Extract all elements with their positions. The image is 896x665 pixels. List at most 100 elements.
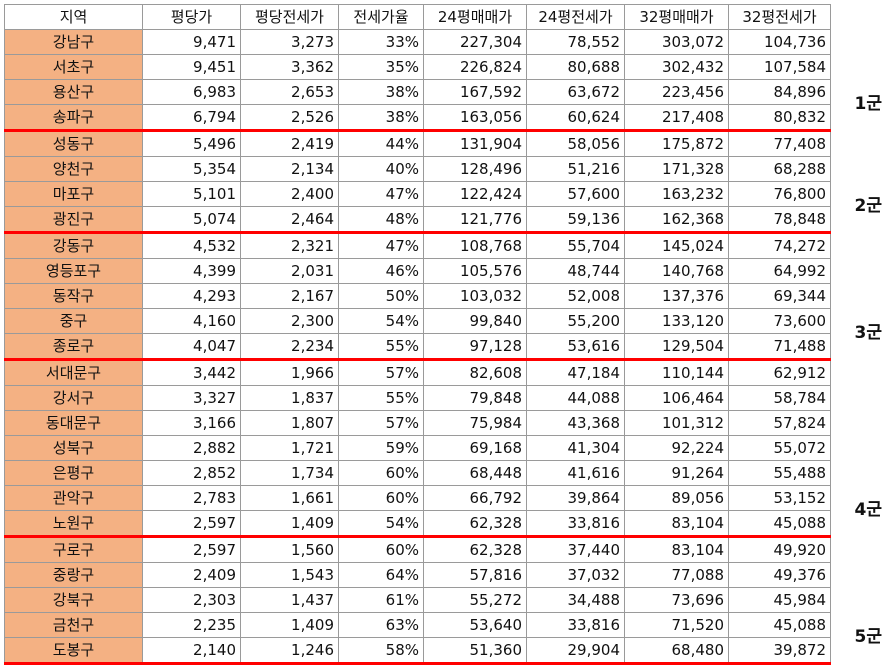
value-cell[interactable]: 46% — [338, 258, 424, 284]
value-cell[interactable]: 77,088 — [624, 562, 729, 588]
value-cell[interactable]: 54% — [338, 308, 424, 334]
value-cell[interactable]: 55,072 — [728, 435, 831, 461]
value-cell[interactable]: 1,734 — [240, 460, 339, 486]
value-cell[interactable]: 226,824 — [423, 54, 527, 80]
value-cell[interactable]: 49,376 — [728, 562, 831, 588]
region-cell[interactable]: 종로구 — [4, 333, 143, 361]
value-cell[interactable]: 3,362 — [240, 54, 339, 80]
value-cell[interactable]: 44,088 — [526, 385, 625, 411]
value-cell[interactable]: 51,216 — [526, 156, 625, 182]
region-cell[interactable]: 서초구 — [4, 54, 143, 80]
value-cell[interactable]: 4,160 — [142, 308, 241, 334]
value-cell[interactable]: 59% — [338, 435, 424, 461]
region-cell[interactable]: 강동구 — [4, 232, 143, 259]
column-header[interactable]: 지역 — [4, 4, 143, 30]
value-cell[interactable]: 1,560 — [240, 536, 339, 563]
value-cell[interactable]: 69,168 — [423, 435, 527, 461]
value-cell[interactable]: 69,344 — [728, 283, 831, 309]
value-cell[interactable]: 35% — [338, 54, 424, 80]
value-cell[interactable]: 2,167 — [240, 283, 339, 309]
value-cell[interactable]: 105,576 — [423, 258, 527, 284]
value-cell[interactable]: 2,783 — [142, 485, 241, 511]
region-cell[interactable]: 서대문구 — [4, 359, 143, 386]
value-cell[interactable]: 171,328 — [624, 156, 729, 182]
region-cell[interactable]: 도봉구 — [4, 637, 143, 665]
value-cell[interactable]: 6,983 — [142, 79, 241, 105]
value-cell[interactable]: 2,031 — [240, 258, 339, 284]
value-cell[interactable]: 64% — [338, 562, 424, 588]
value-cell[interactable]: 2,409 — [142, 562, 241, 588]
value-cell[interactable]: 73,696 — [624, 587, 729, 613]
value-cell[interactable]: 9,471 — [142, 29, 241, 55]
value-cell[interactable]: 37,032 — [526, 562, 625, 588]
region-cell[interactable]: 중구 — [4, 308, 143, 334]
value-cell[interactable]: 2,140 — [142, 637, 241, 665]
column-header[interactable]: 전세가율 — [338, 4, 424, 30]
value-cell[interactable]: 33,816 — [526, 612, 625, 638]
value-cell[interactable]: 1,721 — [240, 435, 339, 461]
value-cell[interactable]: 47% — [338, 232, 424, 259]
value-cell[interactable]: 107,584 — [728, 54, 831, 80]
column-header[interactable]: 평당전세가 — [240, 4, 339, 30]
value-cell[interactable]: 41,616 — [526, 460, 625, 486]
value-cell[interactable]: 75,984 — [423, 410, 527, 436]
column-header[interactable]: 평당가 — [142, 4, 241, 30]
value-cell[interactable]: 60% — [338, 460, 424, 486]
region-cell[interactable]: 구로구 — [4, 536, 143, 563]
value-cell[interactable]: 78,848 — [728, 206, 831, 234]
value-cell[interactable]: 2,300 — [240, 308, 339, 334]
value-cell[interactable]: 68,480 — [624, 637, 729, 665]
value-cell[interactable]: 62,328 — [423, 510, 527, 538]
value-cell[interactable]: 223,456 — [624, 79, 729, 105]
value-cell[interactable]: 77,408 — [728, 130, 831, 157]
region-cell[interactable]: 동작구 — [4, 283, 143, 309]
value-cell[interactable]: 1,437 — [240, 587, 339, 613]
region-cell[interactable]: 영등포구 — [4, 258, 143, 284]
value-cell[interactable]: 82,608 — [423, 359, 527, 386]
value-cell[interactable]: 47% — [338, 181, 424, 207]
value-cell[interactable]: 3,327 — [142, 385, 241, 411]
value-cell[interactable]: 57% — [338, 359, 424, 386]
value-cell[interactable]: 163,232 — [624, 181, 729, 207]
value-cell[interactable]: 51,360 — [423, 637, 527, 665]
value-cell[interactable]: 2,419 — [240, 130, 339, 157]
region-cell[interactable]: 노원구 — [4, 510, 143, 538]
value-cell[interactable]: 129,504 — [624, 333, 729, 361]
column-header[interactable]: 32평전세가 — [728, 4, 831, 30]
value-cell[interactable]: 5,101 — [142, 181, 241, 207]
value-cell[interactable]: 2,321 — [240, 232, 339, 259]
value-cell[interactable]: 62,328 — [423, 536, 527, 563]
value-cell[interactable]: 302,432 — [624, 54, 729, 80]
value-cell[interactable]: 55% — [338, 333, 424, 361]
value-cell[interactable]: 2,653 — [240, 79, 339, 105]
value-cell[interactable]: 303,072 — [624, 29, 729, 55]
value-cell[interactable]: 92,224 — [624, 435, 729, 461]
column-header[interactable]: 24평매매가 — [423, 4, 527, 30]
region-cell[interactable]: 중랑구 — [4, 562, 143, 588]
value-cell[interactable]: 163,056 — [423, 104, 527, 132]
value-cell[interactable]: 39,872 — [728, 637, 831, 665]
region-cell[interactable]: 강남구 — [4, 29, 143, 55]
value-cell[interactable]: 43,368 — [526, 410, 625, 436]
value-cell[interactable]: 45,984 — [728, 587, 831, 613]
value-cell[interactable]: 9,451 — [142, 54, 241, 80]
value-cell[interactable]: 3,273 — [240, 29, 339, 55]
value-cell[interactable]: 68,288 — [728, 156, 831, 182]
value-cell[interactable]: 63% — [338, 612, 424, 638]
value-cell[interactable]: 71,520 — [624, 612, 729, 638]
value-cell[interactable]: 3,442 — [142, 359, 241, 386]
value-cell[interactable]: 57,824 — [728, 410, 831, 436]
value-cell[interactable]: 60% — [338, 485, 424, 511]
value-cell[interactable]: 110,144 — [624, 359, 729, 386]
value-cell[interactable]: 2,882 — [142, 435, 241, 461]
value-cell[interactable]: 5,496 — [142, 130, 241, 157]
value-cell[interactable]: 58,056 — [526, 130, 625, 157]
region-cell[interactable]: 광진구 — [4, 206, 143, 234]
value-cell[interactable]: 58,784 — [728, 385, 831, 411]
region-cell[interactable]: 성동구 — [4, 130, 143, 157]
value-cell[interactable]: 91,264 — [624, 460, 729, 486]
value-cell[interactable]: 53,616 — [526, 333, 625, 361]
value-cell[interactable]: 66,792 — [423, 485, 527, 511]
value-cell[interactable]: 54% — [338, 510, 424, 538]
value-cell[interactable]: 76,800 — [728, 181, 831, 207]
